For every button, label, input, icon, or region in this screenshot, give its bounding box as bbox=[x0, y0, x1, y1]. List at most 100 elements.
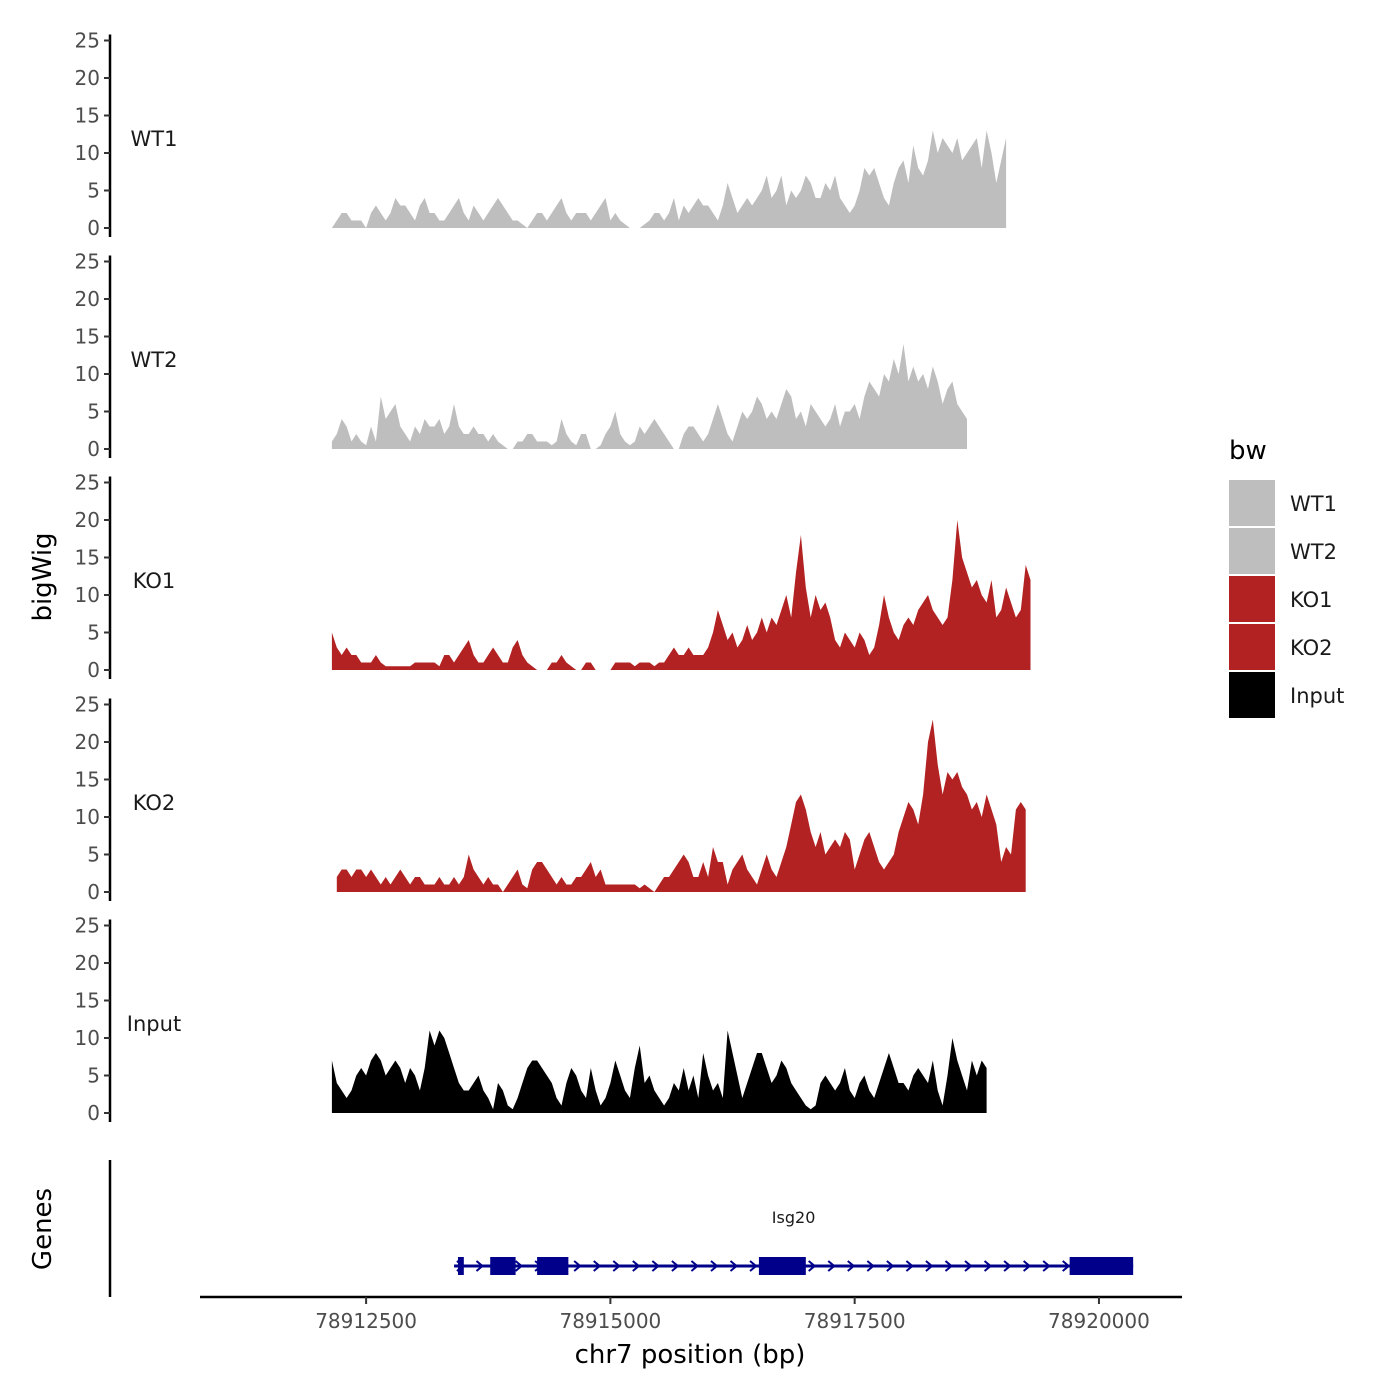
y-tick-label: 20 bbox=[75, 508, 100, 532]
legend-label-ko2: KO2 bbox=[1290, 636, 1333, 660]
strand-arrow bbox=[573, 1260, 582, 1272]
legend: bw WT1 WT2 KO1 KO2 Input bbox=[1229, 436, 1344, 718]
y-tick-label: 10 bbox=[75, 141, 100, 165]
legend-title: bw bbox=[1229, 436, 1267, 466]
y-tick-label: 15 bbox=[75, 768, 100, 792]
legend-label-ko1: KO1 bbox=[1290, 588, 1333, 612]
gene-panel: Isg20 bbox=[108, 1160, 1134, 1297]
strand-arrow bbox=[886, 1260, 895, 1272]
y-tick-label: 10 bbox=[75, 362, 100, 386]
strand-arrow bbox=[729, 1260, 739, 1272]
strand-arrow bbox=[905, 1260, 914, 1272]
legend-swatch-ko2 bbox=[1229, 624, 1275, 670]
strand-arrow bbox=[808, 1260, 817, 1272]
signal-tracks: 0510152025WT10510152025WT20510152025KO10… bbox=[75, 29, 1031, 1125]
track-label-wt1: WT1 bbox=[131, 127, 178, 151]
y-tick-label: 15 bbox=[75, 546, 100, 570]
legend-swatch-ko1 bbox=[1229, 576, 1275, 622]
track-input: 0 5 10 15 20 25 Input bbox=[75, 914, 987, 1125]
y-tick-label: 15 bbox=[75, 989, 100, 1013]
strand-arrow bbox=[925, 1260, 934, 1272]
y-tick-label: 0 bbox=[87, 658, 100, 682]
x-tick-label: 78912500 bbox=[315, 1309, 417, 1333]
y-tick-label: 5 bbox=[87, 621, 100, 645]
legend-swatch-input bbox=[1229, 672, 1275, 718]
strand-arrow bbox=[690, 1260, 699, 1272]
strand-arrow bbox=[1062, 1260, 1071, 1272]
y-tick-label: 25 bbox=[75, 250, 100, 274]
gene-exon bbox=[490, 1257, 516, 1275]
y-tick-label: 15 bbox=[75, 104, 100, 128]
strand-arrow bbox=[710, 1260, 719, 1272]
area-ko2 bbox=[336, 719, 1026, 892]
strand-arrow bbox=[983, 1260, 993, 1272]
strand-arrow bbox=[827, 1260, 836, 1272]
strand-arrow bbox=[651, 1260, 660, 1272]
strand-arrow bbox=[749, 1260, 758, 1272]
gene-exon bbox=[457, 1257, 464, 1275]
gene-name-label: Isg20 bbox=[772, 1208, 816, 1227]
track-label-wt2: WT2 bbox=[131, 348, 178, 372]
strand-arrow bbox=[671, 1260, 680, 1272]
track-label-ko1: KO1 bbox=[133, 569, 176, 593]
track-label-ko2: KO2 bbox=[133, 791, 176, 815]
legend-label-wt1: WT1 bbox=[1290, 492, 1337, 516]
area-wt1 bbox=[331, 130, 1007, 228]
genes-axis-title: Genes bbox=[28, 1188, 58, 1270]
y-tick-label: 0 bbox=[87, 1101, 100, 1125]
area-input bbox=[331, 1030, 987, 1113]
x-tick-label: 78920000 bbox=[1048, 1309, 1150, 1333]
y-tick-label: 20 bbox=[75, 730, 100, 754]
strand-arrow bbox=[866, 1260, 875, 1272]
gene-exon bbox=[758, 1257, 806, 1275]
legend-label-input: Input bbox=[1290, 684, 1344, 708]
strand-arrow bbox=[632, 1260, 641, 1272]
track-wt1: 0 5 10 15 20 25 WT1 bbox=[75, 29, 1007, 240]
y-tick-label: 25 bbox=[75, 471, 100, 495]
strand-arrow bbox=[593, 1260, 602, 1272]
y-tick-label: 20 bbox=[75, 287, 100, 311]
y-tick-label: 5 bbox=[87, 1064, 100, 1088]
y-tick-label: 25 bbox=[75, 29, 100, 53]
gene-exon bbox=[537, 1257, 569, 1275]
x-axis-title: chr7 position (bp) bbox=[575, 1340, 806, 1370]
x-axis: 78912500 78915000 78917500 78920000 bbox=[200, 1295, 1182, 1333]
x-tick-label: 78917500 bbox=[804, 1309, 906, 1333]
strand-arrow bbox=[514, 1260, 524, 1272]
strand-arrow bbox=[944, 1260, 954, 1272]
y-tick-label: 20 bbox=[75, 951, 100, 975]
y-tick-label: 0 bbox=[87, 216, 100, 240]
area-ko1 bbox=[331, 520, 1031, 670]
gene-exon bbox=[1069, 1257, 1134, 1275]
y-tick-label: 5 bbox=[87, 179, 100, 203]
legend-swatch-wt2 bbox=[1229, 528, 1275, 574]
area-wt2 bbox=[331, 344, 967, 449]
track-ko2: 0 5 10 15 20 25 KO2 bbox=[75, 693, 1026, 904]
track-ko1: 0 5 10 15 20 25 KO1 bbox=[75, 471, 1031, 682]
y-tick-label: 10 bbox=[75, 805, 100, 829]
strand-arrow bbox=[612, 1260, 621, 1272]
x-tick-label: 78915000 bbox=[559, 1309, 661, 1333]
strand-arrow bbox=[1042, 1260, 1051, 1272]
strand-arrow bbox=[964, 1260, 973, 1272]
y-tick-label: 5 bbox=[87, 843, 100, 867]
y-axis-title: bigWig bbox=[28, 532, 58, 621]
y-tick-label: 25 bbox=[75, 693, 100, 717]
y-tick-label: 20 bbox=[75, 66, 100, 90]
y-tick-label: 15 bbox=[75, 325, 100, 349]
y-tick-label: 25 bbox=[75, 914, 100, 938]
strand-arrow bbox=[475, 1260, 485, 1272]
strand-arrow bbox=[1022, 1260, 1032, 1272]
y-tick-label: 5 bbox=[87, 400, 100, 424]
strand-arrow bbox=[1003, 1260, 1012, 1272]
legend-swatch-wt1 bbox=[1229, 480, 1275, 526]
y-tick-label: 0 bbox=[87, 437, 100, 461]
track-wt2: 0 5 10 15 20 25 WT2 bbox=[75, 250, 967, 461]
y-tick-label: 0 bbox=[87, 880, 100, 904]
y-tick-label: 10 bbox=[75, 1026, 100, 1050]
legend-label-wt2: WT2 bbox=[1290, 540, 1337, 564]
strand-arrow bbox=[847, 1260, 856, 1272]
track-label-input: Input bbox=[127, 1012, 181, 1036]
y-tick-label: 10 bbox=[75, 583, 100, 607]
